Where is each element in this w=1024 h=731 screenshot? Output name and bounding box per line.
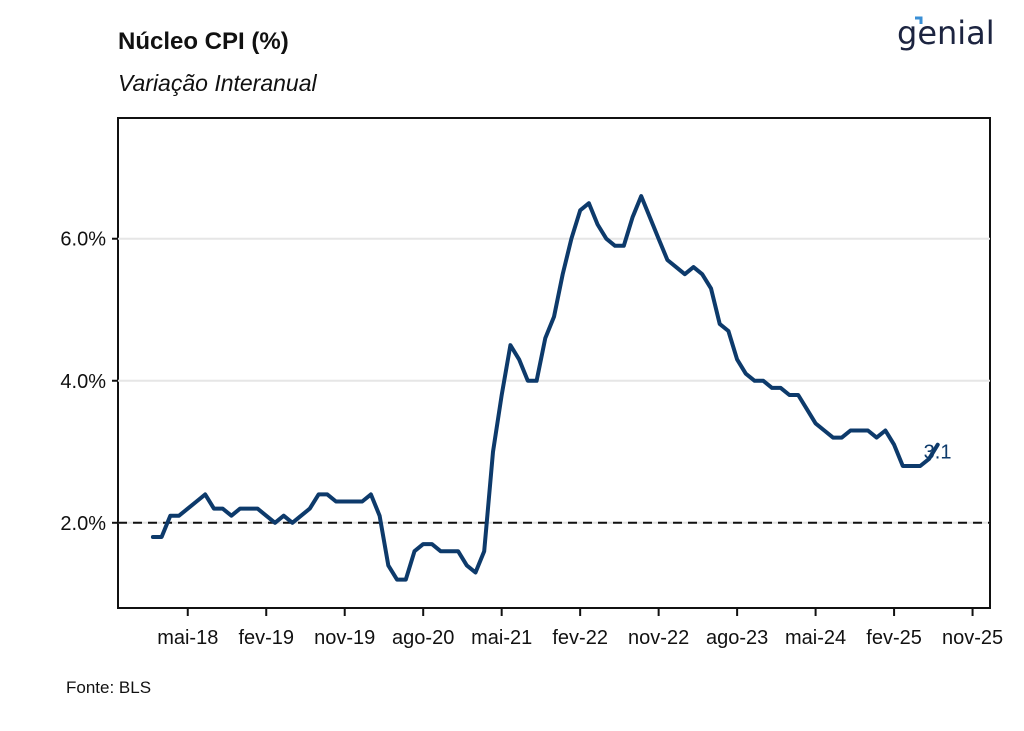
y-tick-label: 4.0% — [60, 371, 106, 393]
series-line-core-cpi — [150, 194, 940, 582]
x-tick-label: mai-18 — [157, 627, 218, 649]
x-tick-label: mai-24 — [785, 627, 846, 649]
end-value-label: 3.1 — [924, 442, 952, 464]
y-tick-label: 6.0% — [60, 229, 106, 251]
x-tick-label: fev-22 — [552, 627, 608, 649]
chart-subtitle: Variação Interanual — [118, 70, 317, 96]
x-tick-label: ago-23 — [706, 627, 768, 649]
x-tick-label: nov-19 — [314, 627, 375, 649]
x-tick-label: nov-22 — [628, 627, 689, 649]
logo-accent-icon — [915, 16, 923, 24]
source-note: Fonte: BLS — [66, 678, 152, 697]
plot-frame — [117, 117, 991, 609]
logo-text: genial — [897, 14, 995, 52]
y-tick-label: 2.0% — [60, 513, 106, 535]
x-tick-label: fev-25 — [866, 627, 922, 649]
x-tick-label: nov-25 — [942, 627, 1003, 649]
chart-title: Núcleo CPI (%) — [118, 28, 289, 55]
genial-logo: genial — [897, 14, 995, 52]
x-tick-label: fev-19 — [238, 627, 294, 649]
x-tick-label: mai-21 — [471, 627, 532, 649]
x-tick-label: ago-20 — [392, 627, 454, 649]
